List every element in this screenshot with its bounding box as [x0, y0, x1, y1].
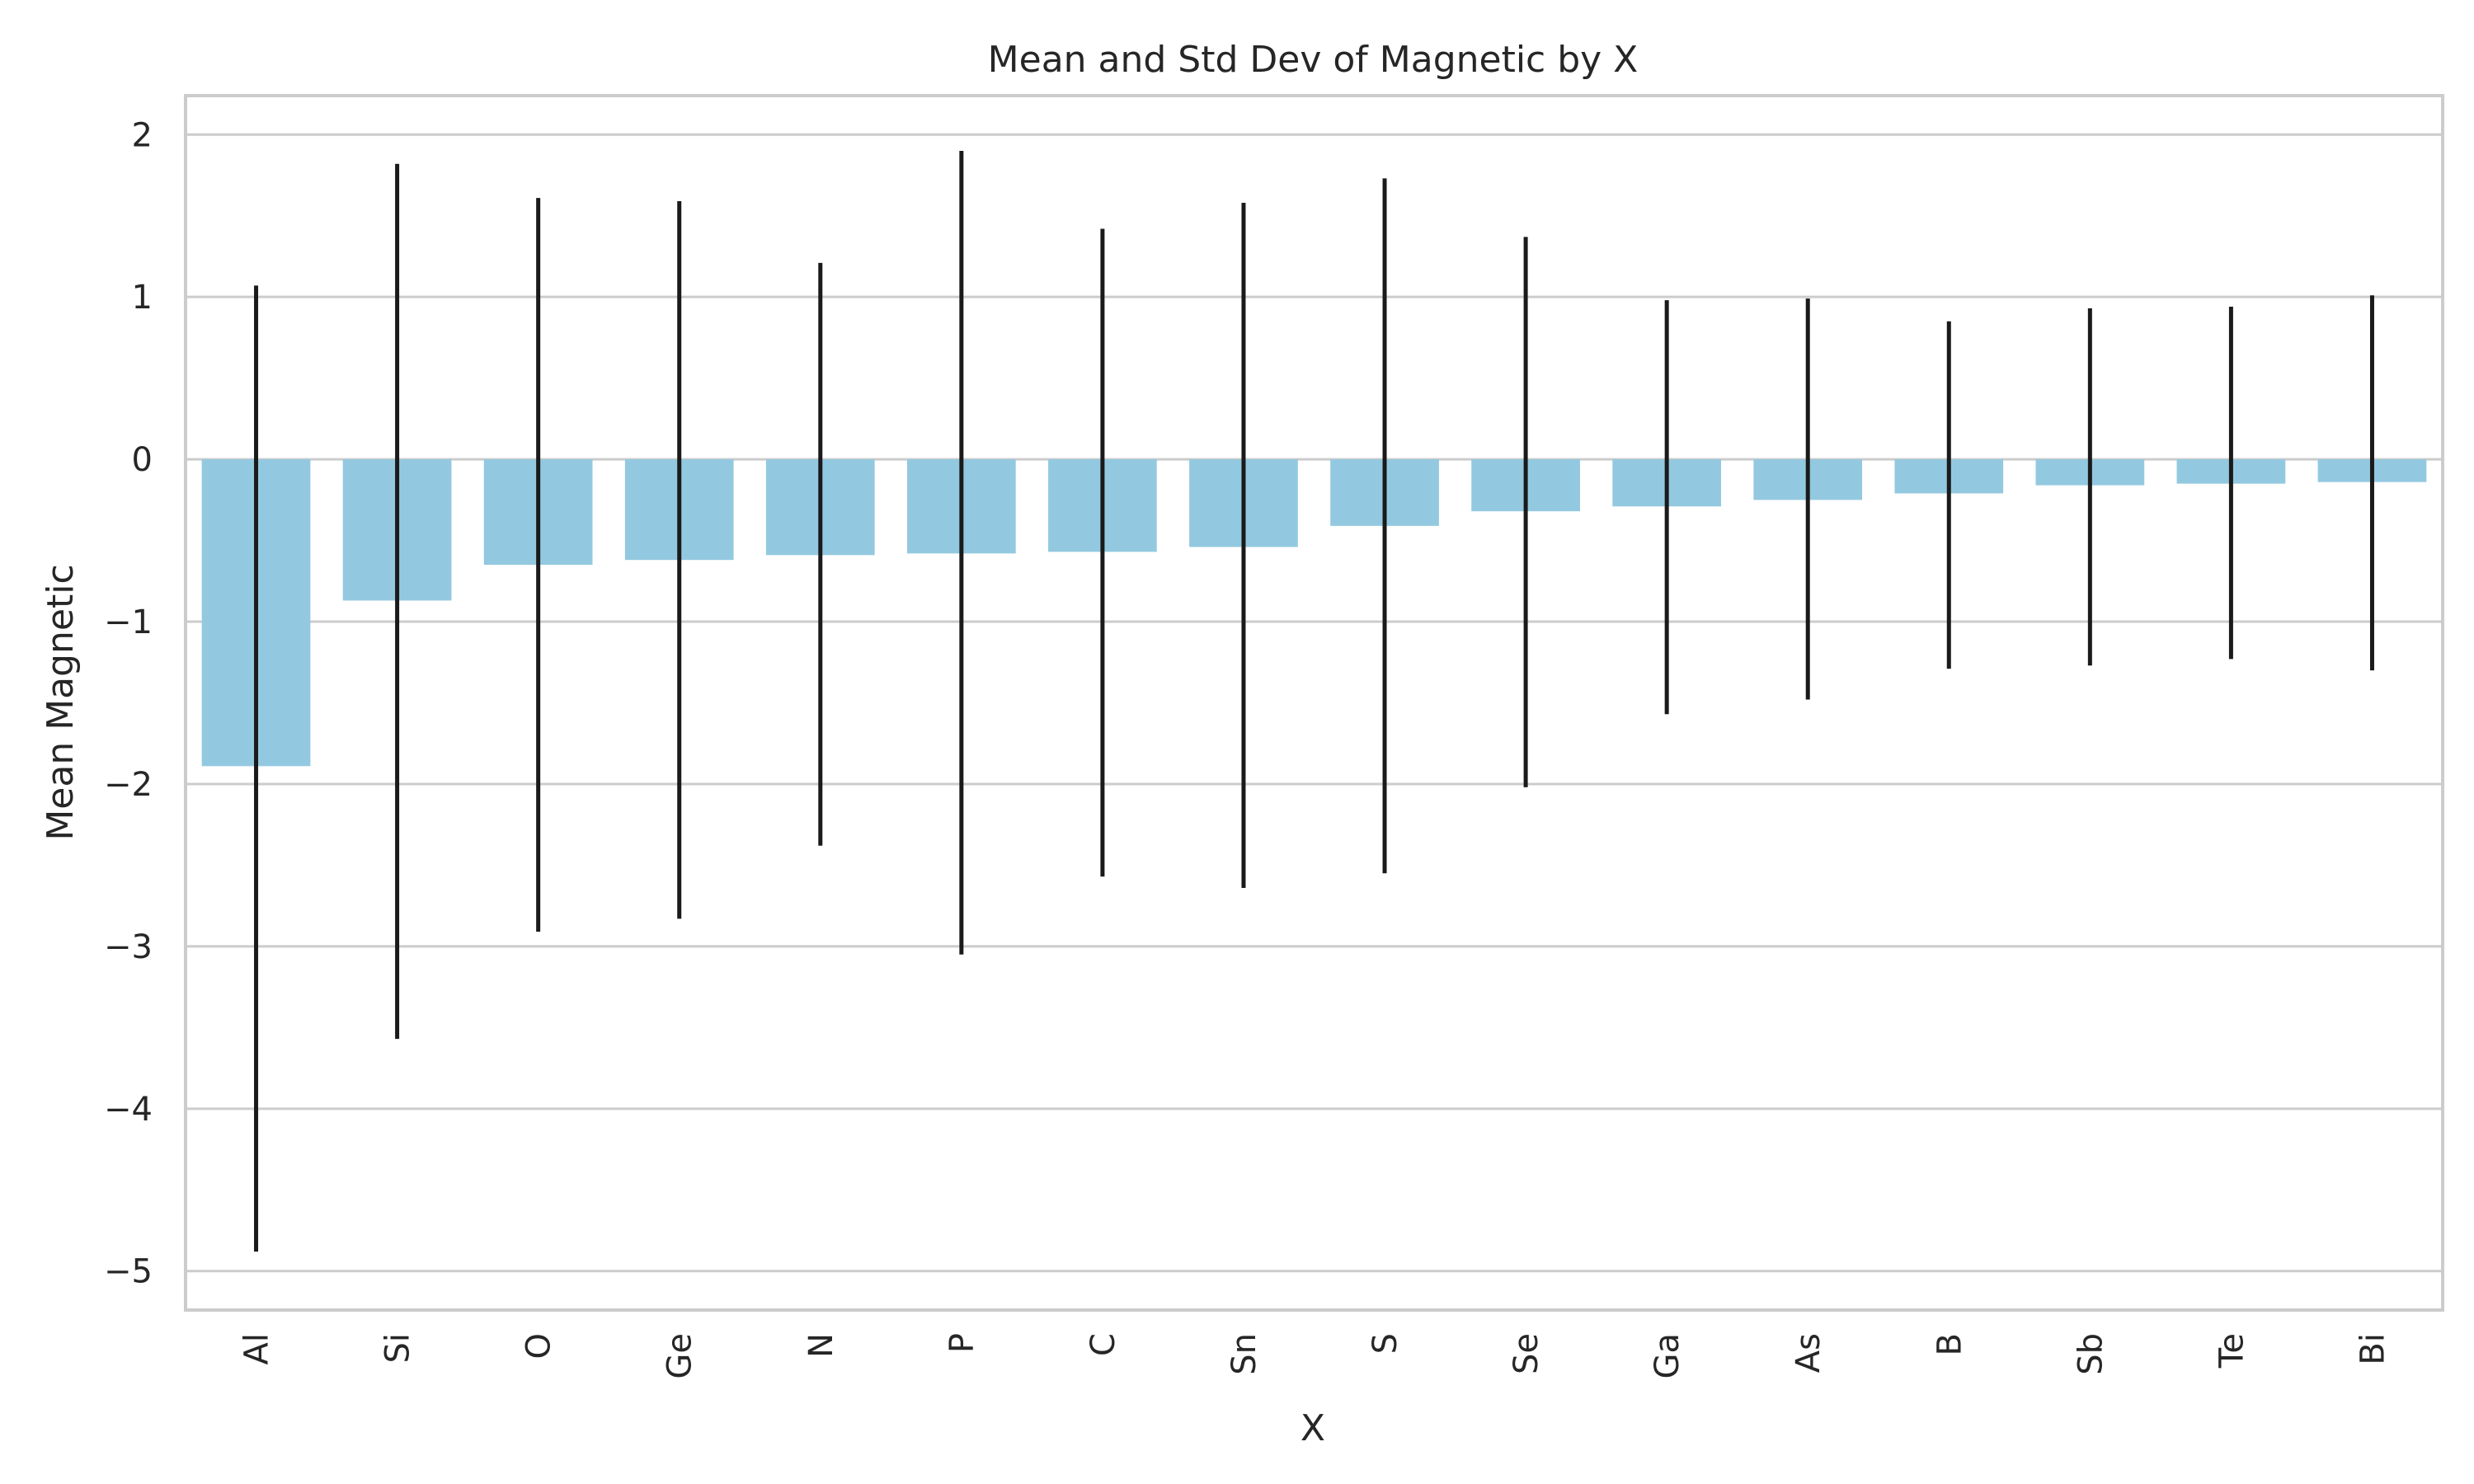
x-tick-label: C: [1084, 1333, 1122, 1356]
y-tick-label: −4: [104, 1091, 153, 1129]
x-tick-label: Sn: [1225, 1333, 1263, 1375]
y-tick-label: −2: [104, 766, 153, 804]
x-tick-label: Sb: [2072, 1333, 2109, 1375]
y-tick-label: 1: [132, 279, 153, 317]
chart-title: Mean and Std Dev of Magnetic by X: [988, 39, 1639, 81]
y-tick-label: −5: [104, 1253, 153, 1291]
y-tick-label: −3: [104, 928, 153, 966]
y-tick-label: −1: [104, 603, 153, 641]
plot-frame: [184, 94, 2444, 1312]
y-tick-labels: 2 1 0 −1 −2 −3 −4 −5: [104, 116, 153, 1290]
x-tick-label: B: [1931, 1333, 1968, 1355]
y-axis-label: Mean Magnetic: [40, 564, 82, 840]
y-tick-label: 2: [132, 116, 153, 154]
x-tick-label: S: [1366, 1333, 1404, 1354]
x-tick-label: P: [943, 1333, 981, 1353]
x-tick-label: Bi: [2354, 1333, 2392, 1365]
y-tick-label: 0: [132, 441, 153, 479]
bars: [201, 459, 2427, 767]
x-tick-label: As: [1790, 1333, 1827, 1373]
x-tick-labels: Al Si O Ge N P C Sn S Se Ga As B Sb Te Bi: [238, 1333, 2392, 1379]
x-tick-label: Ge: [661, 1333, 699, 1379]
x-tick-label: Ga: [1649, 1333, 1686, 1379]
x-tick-label: Al: [238, 1333, 276, 1364]
x-axis-label: X: [1300, 1407, 1325, 1449]
x-tick-label: Si: [379, 1333, 417, 1364]
x-tick-label: O: [520, 1333, 558, 1359]
x-tick-label: Se: [1507, 1333, 1545, 1374]
error-bars: [254, 150, 2374, 1252]
gridlines: [186, 133, 2443, 1273]
x-tick-label: N: [802, 1333, 840, 1358]
x-tick-label: Te: [2213, 1333, 2251, 1369]
